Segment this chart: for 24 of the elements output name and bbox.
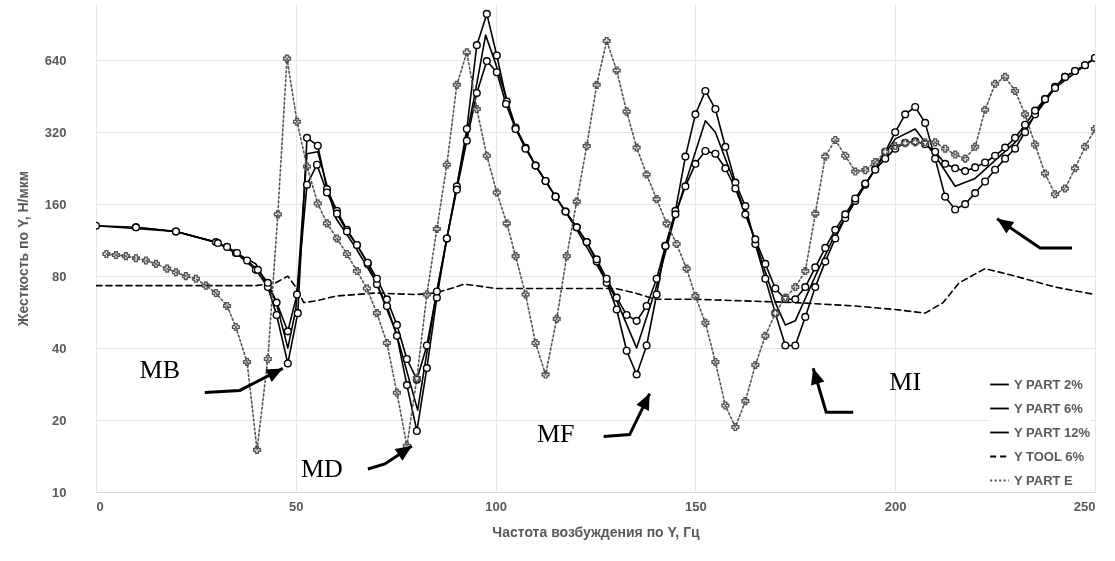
x-axis-title: Частота возбуждения по Y, Гц — [492, 523, 701, 540]
x-tick-label: 150 — [685, 498, 707, 514]
legend-label: Y PART 2% — [1014, 376, 1084, 392]
y-tick-label: 80 — [52, 268, 67, 284]
annotation: MF — [536, 418, 575, 448]
y-tick-label: 10 — [52, 484, 67, 500]
legend-label: Y PART 12% — [1014, 424, 1091, 440]
annotation: MI — [889, 367, 922, 397]
x-tick-label: 50 — [289, 498, 304, 514]
y-tick-label: 320 — [44, 124, 67, 140]
legend-label: Y PART E — [1014, 472, 1074, 488]
x-tick-label: 100 — [485, 498, 507, 514]
y-tick-label: 640 — [44, 52, 67, 68]
annotation: MB — [139, 355, 181, 385]
x-tick-label: 200 — [884, 498, 907, 514]
legend-label: Y TOOL 6% — [1014, 448, 1085, 464]
x-tick-label: 250 — [1073, 498, 1096, 514]
x-tick-label: 0 — [96, 498, 104, 514]
y-axis-title: Жесткость по Y, Н/мкм — [14, 170, 31, 328]
y-tick-label: 160 — [44, 196, 67, 212]
annotation: MD — [300, 453, 343, 483]
legend-label: Y PART 6% — [1014, 400, 1084, 416]
y-tick-label: 40 — [52, 340, 67, 356]
y-tick-label: 20 — [52, 412, 67, 428]
